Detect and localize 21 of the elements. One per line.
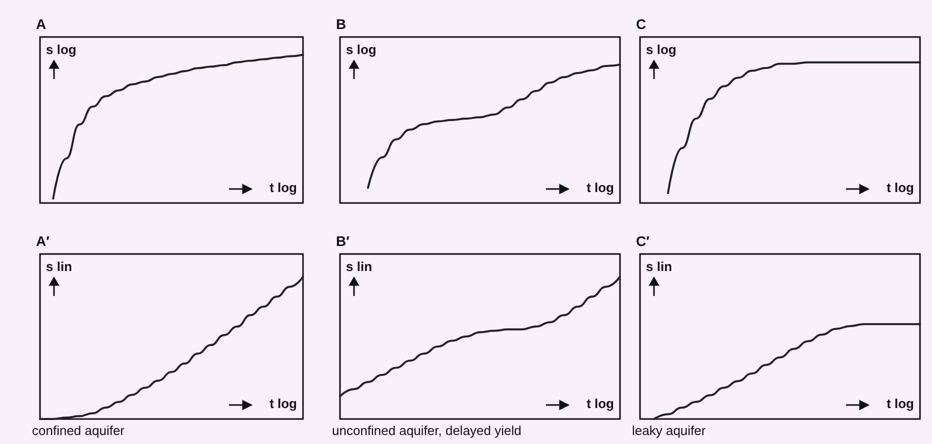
chart-title: C′ bbox=[636, 233, 650, 249]
text: unconfined aquifer, delayed yield bbox=[332, 423, 522, 438]
chart-title: C bbox=[636, 16, 646, 32]
x-axis-title: t log bbox=[886, 180, 914, 195]
chart-title: B bbox=[336, 16, 346, 32]
x-axis-title: t log bbox=[586, 180, 614, 195]
y-axis-title: s log bbox=[346, 42, 376, 57]
y-axis-title: s log bbox=[46, 42, 76, 57]
text: leaky aquifer bbox=[632, 423, 706, 438]
y-axis-title: s lin bbox=[646, 259, 672, 274]
y-axis-title: s lin bbox=[346, 259, 372, 274]
x-axis-title: t log bbox=[886, 396, 914, 411]
y-axis-title: s lin bbox=[46, 259, 72, 274]
chart-title: B′ bbox=[336, 233, 350, 249]
x-axis-title: t log bbox=[270, 180, 298, 195]
y-axis-title: s log bbox=[646, 42, 676, 57]
chart-title: A′ bbox=[36, 233, 50, 249]
chart-title: A bbox=[36, 16, 46, 32]
x-axis-title: t log bbox=[270, 396, 298, 411]
x-axis-title: t log bbox=[586, 396, 614, 411]
text: confined aquifer bbox=[32, 423, 126, 438]
